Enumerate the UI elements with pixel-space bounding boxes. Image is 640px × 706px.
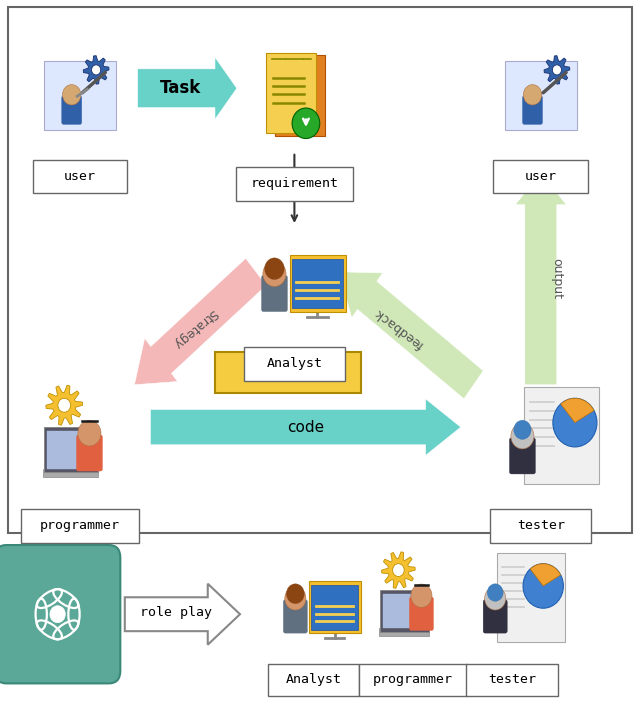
Text: tester: tester <box>517 520 564 532</box>
Wedge shape <box>531 564 561 586</box>
Polygon shape <box>381 552 415 588</box>
FancyBboxPatch shape <box>236 167 353 201</box>
FancyBboxPatch shape <box>44 427 98 472</box>
FancyBboxPatch shape <box>44 61 116 130</box>
FancyBboxPatch shape <box>466 664 558 696</box>
Circle shape <box>411 584 432 607</box>
FancyBboxPatch shape <box>33 160 127 193</box>
Polygon shape <box>134 258 266 385</box>
Circle shape <box>78 421 101 446</box>
FancyBboxPatch shape <box>290 256 346 311</box>
FancyBboxPatch shape <box>379 628 429 636</box>
FancyBboxPatch shape <box>262 275 287 311</box>
Text: programmer: programmer <box>372 674 453 686</box>
Circle shape <box>484 587 506 610</box>
FancyBboxPatch shape <box>312 585 358 630</box>
Text: tester: tester <box>488 674 536 686</box>
FancyBboxPatch shape <box>493 160 588 193</box>
Text: requirement: requirement <box>250 177 339 190</box>
Circle shape <box>523 563 563 609</box>
Text: user: user <box>525 170 557 183</box>
FancyBboxPatch shape <box>509 438 536 474</box>
Polygon shape <box>339 272 483 399</box>
FancyBboxPatch shape <box>483 600 507 633</box>
Polygon shape <box>515 173 566 385</box>
Circle shape <box>392 563 404 577</box>
Polygon shape <box>46 385 83 425</box>
Circle shape <box>92 65 100 75</box>
Bar <box>8 7 632 533</box>
FancyBboxPatch shape <box>275 55 325 136</box>
FancyBboxPatch shape <box>359 664 467 696</box>
Text: Strategy: Strategy <box>170 306 220 351</box>
Circle shape <box>286 584 305 604</box>
Polygon shape <box>125 584 240 645</box>
Text: feedback: feedback <box>373 306 427 351</box>
FancyBboxPatch shape <box>490 509 591 543</box>
Text: programmer: programmer <box>40 520 120 532</box>
Circle shape <box>487 584 503 602</box>
Circle shape <box>263 261 286 287</box>
FancyBboxPatch shape <box>292 259 343 308</box>
FancyBboxPatch shape <box>522 96 543 124</box>
Text: role play: role play <box>140 606 212 619</box>
Polygon shape <box>544 56 570 84</box>
FancyBboxPatch shape <box>215 352 361 393</box>
FancyBboxPatch shape <box>47 431 95 469</box>
FancyBboxPatch shape <box>380 590 429 631</box>
FancyBboxPatch shape <box>22 509 139 543</box>
Text: user: user <box>64 170 96 183</box>
Circle shape <box>524 85 541 105</box>
FancyBboxPatch shape <box>524 387 599 484</box>
Circle shape <box>50 606 65 623</box>
FancyBboxPatch shape <box>309 581 361 633</box>
Text: Task: Task <box>160 79 202 97</box>
FancyBboxPatch shape <box>497 554 565 642</box>
Text: Teamwork: Teamwork <box>246 365 330 381</box>
Circle shape <box>292 108 320 138</box>
FancyBboxPatch shape <box>284 600 307 633</box>
FancyBboxPatch shape <box>268 664 360 696</box>
Polygon shape <box>138 57 237 119</box>
FancyBboxPatch shape <box>61 96 82 124</box>
FancyBboxPatch shape <box>0 545 120 683</box>
Circle shape <box>553 398 597 447</box>
FancyBboxPatch shape <box>77 435 102 471</box>
Text: Analyst: Analyst <box>285 674 342 686</box>
Circle shape <box>265 258 284 280</box>
Circle shape <box>63 85 81 105</box>
Circle shape <box>552 65 561 75</box>
Wedge shape <box>561 398 594 423</box>
Polygon shape <box>150 399 461 455</box>
Circle shape <box>511 424 534 449</box>
FancyBboxPatch shape <box>43 469 98 477</box>
Circle shape <box>285 587 306 610</box>
FancyBboxPatch shape <box>410 597 433 630</box>
Text: output: output <box>550 258 563 299</box>
FancyBboxPatch shape <box>244 347 345 381</box>
FancyBboxPatch shape <box>505 61 577 130</box>
FancyBboxPatch shape <box>266 52 316 133</box>
Text: Analyst: Analyst <box>266 357 323 370</box>
Polygon shape <box>83 56 109 84</box>
Circle shape <box>514 420 531 439</box>
Circle shape <box>58 398 70 412</box>
Text: code: code <box>287 419 324 435</box>
FancyBboxPatch shape <box>383 594 426 628</box>
